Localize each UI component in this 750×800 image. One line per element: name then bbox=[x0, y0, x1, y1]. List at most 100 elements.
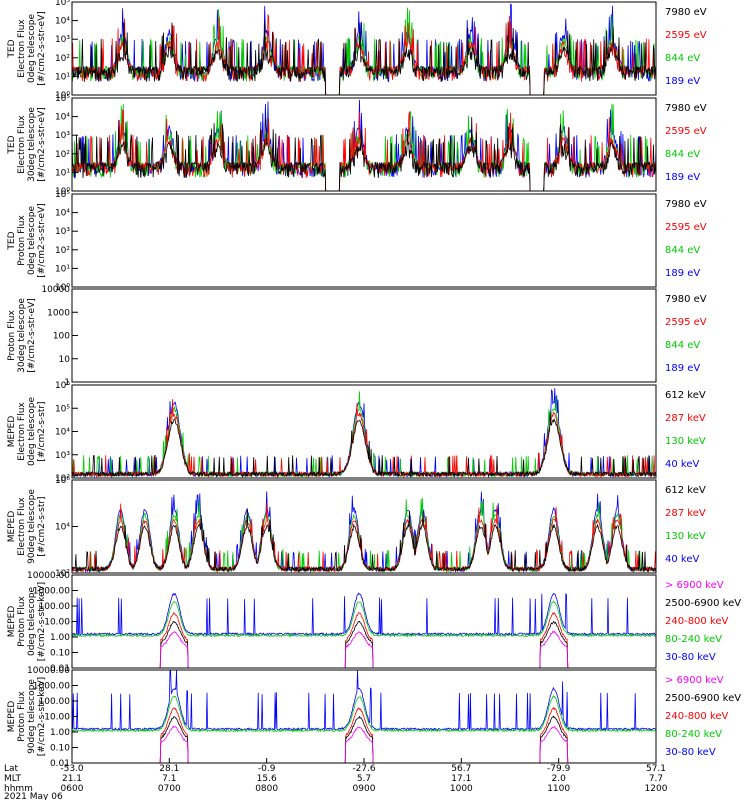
legend-entry: 2500-6900 keV bbox=[665, 693, 741, 704]
y-tick-label: 10000.00 bbox=[27, 571, 70, 581]
y-axis-label: 0deg telescope bbox=[27, 397, 37, 467]
legend-entry: 80-240 keV bbox=[665, 729, 722, 740]
y-axis-label: MEPED bbox=[7, 701, 17, 733]
panel-ted-proton-30deg: 1 10 100 1000 10000 Proton Flux 30deg telescop… bbox=[7, 285, 707, 388]
legend-entry: 130 keV bbox=[665, 436, 706, 447]
y-tick-label: 10³ bbox=[55, 131, 70, 141]
legend-entry: 844 eV bbox=[665, 340, 700, 351]
x-tick-label: -53.0 bbox=[60, 764, 84, 774]
y-axis-label: [#/cm2-s-str-keV] bbox=[37, 582, 47, 661]
series-line bbox=[71, 117, 657, 192]
x-tick-label: 56.7 bbox=[451, 764, 471, 774]
legend-entry: 189 eV bbox=[665, 268, 700, 279]
legend-entry: 30-80 keV bbox=[665, 652, 716, 663]
y-axis-label: Electron Flux bbox=[17, 497, 27, 556]
y-tick-label: 10⁵ bbox=[55, 190, 70, 200]
x-tick-label: 57.1 bbox=[646, 764, 666, 774]
x-tick-label: 7.7 bbox=[649, 774, 663, 784]
y-tick-label: 10² bbox=[55, 54, 70, 64]
series-line bbox=[72, 620, 656, 669]
legend-entry: 2595 eV bbox=[665, 222, 707, 233]
x-tick-label: 0900 bbox=[353, 784, 376, 794]
y-tick-label: 10² bbox=[55, 474, 70, 484]
series-line bbox=[72, 706, 656, 764]
legend-entry: 40 keV bbox=[665, 459, 699, 470]
series-line bbox=[71, 592, 657, 637]
panel-ted-electron-30deg: 10⁰ 10¹ 10² 10³ 10⁴ 10⁵ TED Electron Flux 30deg … bbox=[7, 94, 707, 197]
y-tick-label: 0.10 bbox=[50, 649, 70, 659]
series-line bbox=[71, 508, 657, 573]
y-tick-label: 10¹ bbox=[55, 264, 70, 274]
x-tick-label: 0700 bbox=[158, 784, 181, 794]
legend-entry: 189 eV bbox=[665, 76, 700, 87]
y-tick-label: 10² bbox=[55, 569, 70, 579]
y-tick-label: 10000 bbox=[41, 285, 70, 295]
x-tick-label: 17.1 bbox=[451, 774, 471, 784]
y-tick-label: 10³ bbox=[55, 451, 70, 461]
y-axis-label: TED bbox=[7, 231, 17, 250]
y-axis-label: 0deg telescope bbox=[27, 587, 37, 657]
y-tick-label: 1.00 bbox=[50, 633, 70, 643]
y-axis-label: [#/cm2-s-str-keV] bbox=[37, 677, 47, 756]
legend-entry: 7980 eV bbox=[665, 103, 707, 114]
x-tick-label: 21.1 bbox=[62, 774, 82, 784]
y-axis-label: Proton Flux bbox=[17, 691, 27, 742]
x-row-label: MLT bbox=[4, 774, 22, 784]
y-axis-label: 0deg telescope bbox=[27, 14, 37, 84]
x-tick-label: 1100 bbox=[547, 784, 570, 794]
panel-frame bbox=[71, 97, 657, 192]
x-tick-label: -0.9 bbox=[258, 764, 276, 774]
y-axis-label: Proton Flux bbox=[17, 215, 27, 266]
y-axis-label: Proton Flux bbox=[7, 310, 17, 361]
y-axis-label: [#/cm2-s-str-eV] bbox=[37, 203, 47, 278]
y-tick-label: 0.01 bbox=[50, 759, 70, 769]
y-axis-label: Electron Flux bbox=[17, 115, 27, 174]
legend-entry: 287 keV bbox=[665, 508, 706, 519]
series-line bbox=[72, 600, 657, 638]
series-line bbox=[71, 502, 657, 573]
series-line bbox=[72, 630, 656, 669]
series-line bbox=[71, 399, 657, 478]
y-tick-label: 10⁵ bbox=[55, 404, 70, 414]
panel-meped-proton-90deg: 0.01 0.10 1.00 10.00 100.00 1000.00 10000.00 ME… bbox=[7, 666, 741, 769]
y-tick-label: 10⁰ bbox=[55, 283, 70, 293]
legend-entry: 189 eV bbox=[665, 363, 700, 374]
legend-entry: 7980 eV bbox=[665, 294, 707, 305]
y-tick-label: 10000.00 bbox=[27, 666, 70, 676]
legend-entry: 2595 eV bbox=[665, 126, 707, 137]
x-row-label: hhmm bbox=[4, 784, 33, 794]
legend-entry: 2595 eV bbox=[665, 30, 707, 41]
y-tick-label: 10³ bbox=[55, 227, 70, 237]
y-tick-label: 10¹ bbox=[55, 168, 70, 178]
y-axis-label: MEPED bbox=[7, 416, 17, 448]
y-tick-label: 10⁶ bbox=[55, 381, 70, 391]
legend-entry: 844 eV bbox=[665, 149, 700, 160]
x-axis: Lat -53.0 28.1 -0.9 -27.6 56.7 -79.9 57.1 MLT 21.… bbox=[4, 758, 668, 800]
y-axis-label: 0deg telescope bbox=[27, 206, 37, 276]
y-tick-label: 10.00 bbox=[44, 713, 70, 723]
x-tick-label: -27.6 bbox=[352, 764, 376, 774]
y-axis-label: Proton Flux bbox=[17, 596, 27, 647]
panel-ted-proton-0deg: 10⁰ 10¹ 10² 10³ 10⁴ 10⁵ TED Proton Flux 0deg tel… bbox=[7, 190, 707, 293]
legend-entry: 2595 eV bbox=[665, 317, 707, 328]
x-tick-label: 28.1 bbox=[159, 764, 179, 774]
y-axis-label: [#/cm2-s-str] bbox=[37, 401, 47, 461]
x-row-label: Lat bbox=[4, 764, 19, 774]
y-axis-label: MEPED bbox=[7, 511, 17, 543]
legend-entry: 7980 eV bbox=[665, 7, 707, 18]
series-line bbox=[71, 491, 657, 573]
y-tick-label: 10.00 bbox=[44, 618, 70, 628]
y-tick-label: 10¹ bbox=[55, 72, 70, 82]
series-line bbox=[71, 21, 657, 96]
y-tick-label: 0.10 bbox=[50, 744, 70, 754]
series-line bbox=[72, 108, 657, 192]
legend-entry: 80-240 keV bbox=[665, 634, 722, 645]
series-line bbox=[71, 411, 657, 479]
y-tick-label: 10⁴ bbox=[55, 17, 70, 27]
panel-meped-electron-90deg: 10² 10⁴ 10⁶ MEPED Electron Flux 90deg telesco… bbox=[7, 476, 706, 579]
y-axis-label: 30deg telescope bbox=[27, 107, 37, 182]
panel-meped-electron-0deg: 10² 10³ 10⁴ 10⁵ 10⁶ MEPED Electron Flux 0deg te… bbox=[7, 381, 706, 484]
y-tick-label: 10 bbox=[59, 355, 71, 365]
legend-entry: > 6900 keV bbox=[665, 675, 724, 686]
legend-entry: 30-80 keV bbox=[665, 747, 716, 758]
